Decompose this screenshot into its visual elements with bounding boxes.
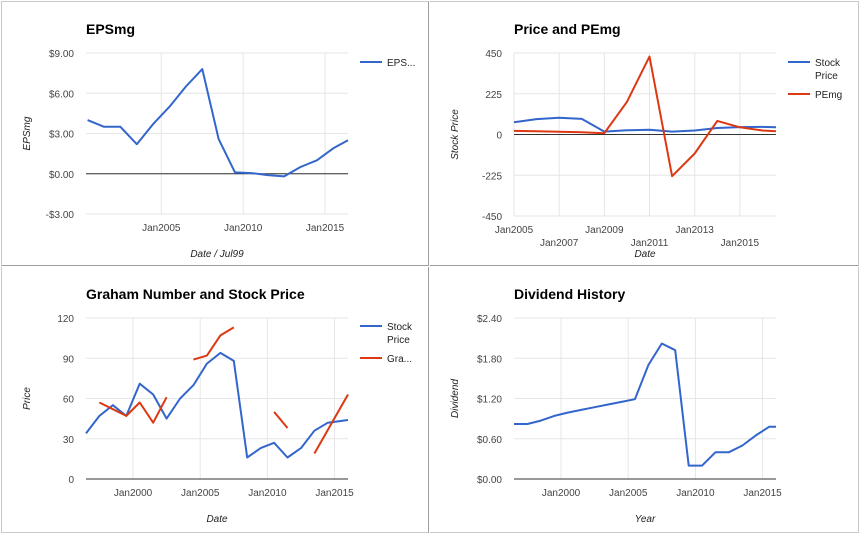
y-tick-label: 90 xyxy=(63,354,75,365)
x-tick-label: Jan2010 xyxy=(676,488,715,499)
y-tick-label: -450 xyxy=(482,212,502,223)
eps-chart: EPSmg -$3.00 $0.00 $3.00 $6.00 $9.00 Jan2005 Ja… xyxy=(22,21,415,260)
x-axis-label: Date / Jul99 xyxy=(190,249,244,260)
y-tick-label: 120 xyxy=(57,314,74,325)
x-tick-label: Jan2015 xyxy=(306,223,345,234)
chart-title: Graham Number and Stock Price xyxy=(86,286,305,302)
y-tick-label: -$3.00 xyxy=(46,210,75,221)
x-tick-label: Jan2011 xyxy=(631,238,669,249)
legend-entry: Gra... xyxy=(387,354,412,365)
x-tick-label: Jan2015 xyxy=(315,488,354,499)
x-axis-label: Date xyxy=(634,249,656,260)
gra-series-line xyxy=(98,396,168,424)
x-tick-label: Jan2005 xyxy=(181,488,220,499)
pemg-series-line xyxy=(513,55,777,178)
legend-entry: Stock Price xyxy=(387,322,413,346)
price-pe-chart-panel: Price and PEmg -450 -225 0 225 450 Jan2005 Jan2… xyxy=(430,1,859,266)
y-tick-label: $1.80 xyxy=(477,354,502,365)
chart-title: Price and PEmg xyxy=(514,21,621,37)
gra-series-line xyxy=(313,394,349,454)
y-axis-label: Dividend xyxy=(450,379,461,418)
y-tick-label: $0.00 xyxy=(49,170,74,181)
dividend-chart-panel: Dividend History $0.00 $0.60 $1.20 $1.80 $2.4… xyxy=(430,267,859,533)
y-tick-label: 450 xyxy=(485,49,502,60)
x-tick-label: Jan2015 xyxy=(721,238,760,249)
x-axis-label: Date xyxy=(206,514,228,525)
graham-chart: Graham Number and Stock Price 0 30 60 90 120 J… xyxy=(22,286,413,525)
x-tick-label: Jan2005 xyxy=(142,223,181,234)
legend-entry: PEmg xyxy=(815,90,842,101)
y-tick-label: $3.00 xyxy=(49,130,74,141)
y-tick-label: 0 xyxy=(496,131,502,142)
y-axis-label: EPSmg xyxy=(22,116,33,150)
x-tick-label: Jan2005 xyxy=(495,225,534,236)
eps-series-line xyxy=(87,68,349,178)
legend-entry: EPS... xyxy=(387,58,415,69)
x-axis-label: Year xyxy=(635,514,656,525)
stock-price-series-line xyxy=(513,116,777,133)
gra-series-line xyxy=(273,411,289,429)
graham-chart-panel: Graham Number and Stock Price 0 30 60 90 120 J… xyxy=(1,267,429,533)
stock-price-series-line xyxy=(85,351,349,459)
price-pe-chart: Price and PEmg -450 -225 0 225 450 Jan2005 Jan2… xyxy=(450,21,842,260)
legend-entry: Stock Price xyxy=(815,58,841,82)
series-series-line xyxy=(514,342,776,467)
y-tick-label: 60 xyxy=(63,395,75,406)
y-axis-label: Price xyxy=(22,387,33,410)
eps-chart-panel: EPSmg -$3.00 $0.00 $3.00 $6.00 $9.00 Jan2005 Ja… xyxy=(1,1,429,266)
y-tick-label: $9.00 xyxy=(49,49,74,60)
x-tick-label: Jan2010 xyxy=(248,488,287,499)
x-tick-label: Jan2000 xyxy=(114,488,153,499)
y-tick-label: $2.40 xyxy=(477,314,502,325)
chart-title: Dividend History xyxy=(514,286,625,302)
dividend-chart: Dividend History $0.00 $0.60 $1.20 $1.80 $2.4… xyxy=(450,286,782,525)
x-tick-label: Jan2005 xyxy=(609,488,648,499)
x-tick-label: Jan2009 xyxy=(585,225,624,236)
x-tick-label: Jan2007 xyxy=(540,238,579,249)
gra-series-line xyxy=(193,326,235,361)
y-tick-label: 0 xyxy=(68,475,74,486)
y-tick-label: -225 xyxy=(482,171,502,182)
y-tick-label: $0.00 xyxy=(477,475,502,486)
y-tick-label: 30 xyxy=(63,435,75,446)
y-tick-label: $0.60 xyxy=(477,435,502,446)
y-axis-label: Stock Price xyxy=(450,109,461,160)
x-tick-label: Jan2010 xyxy=(224,223,263,234)
x-tick-label: Jan2013 xyxy=(676,225,715,236)
x-tick-label: Jan2015 xyxy=(743,488,782,499)
y-tick-label: $1.20 xyxy=(477,395,502,406)
x-tick-label: Jan2000 xyxy=(542,488,581,499)
chart-title: EPSmg xyxy=(86,21,135,37)
y-tick-label: 225 xyxy=(485,90,502,101)
y-tick-label: $6.00 xyxy=(49,89,74,100)
